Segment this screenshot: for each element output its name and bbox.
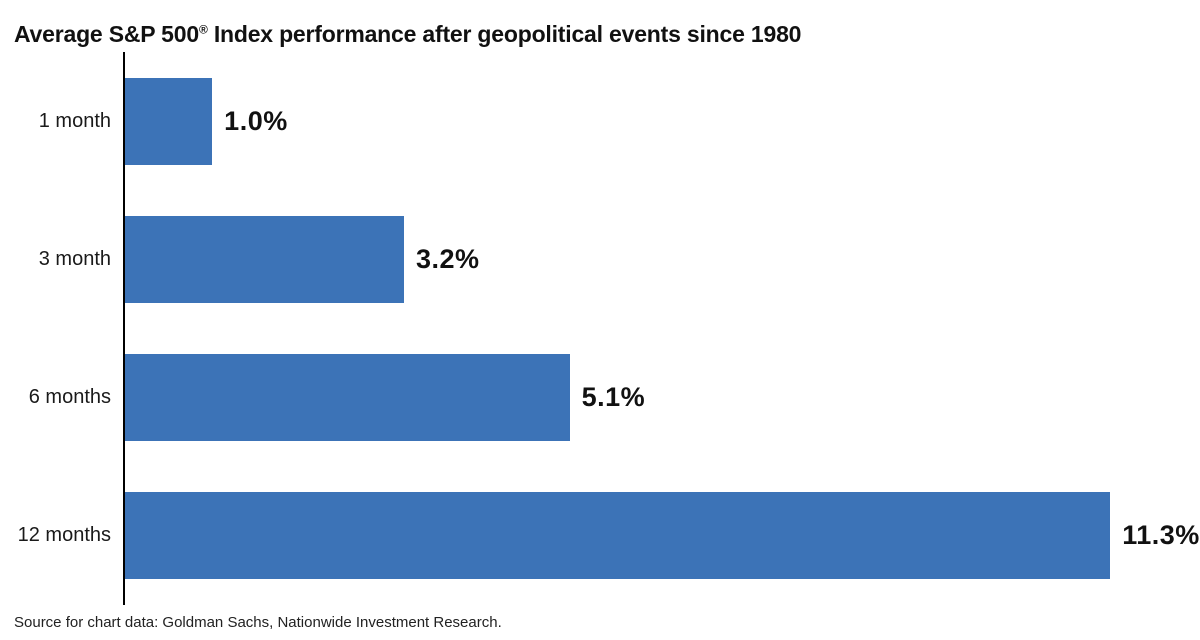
bar-row: 3 month 3.2% (0, 190, 1200, 328)
bar-12-months (125, 491, 1111, 579)
value-label-6-months: 5.1% (581, 381, 646, 412)
value-label-1-month: 1.0% (224, 105, 288, 136)
category-label-12-months: 12 months (17, 523, 111, 546)
value-label-12-months: 11.3% (1122, 519, 1200, 550)
page-title-prefix: Average S&P 500 (14, 21, 199, 48)
bar-row: 1 month 1.0% (0, 52, 1200, 190)
bar-6-months (125, 353, 570, 441)
bar-track: 1.0% (125, 52, 1200, 190)
category-label-6-months: 6 months (28, 385, 111, 408)
bar-track: 11.3% (125, 466, 1200, 604)
bar-row: 12 months 11.3% (0, 466, 1200, 604)
bar-3-month (125, 215, 404, 303)
source-note: Source for chart data: Goldman Sachs, Na… (14, 614, 502, 631)
bar-track: 3.2% (125, 190, 1200, 328)
bar-track: 5.1% (125, 328, 1200, 466)
page-title: Average S&P 500® Index performance after… (14, 21, 801, 48)
registered-trademark-symbol: ® (198, 22, 208, 37)
y-axis-line (123, 52, 125, 605)
category-label-3-month: 3 month (38, 247, 111, 270)
bar-1-month (125, 77, 213, 165)
category-label-1-month: 1 month (38, 109, 111, 132)
bar-row: 6 months 5.1% (0, 328, 1200, 466)
page-title-suffix: Index performance after geopolitical eve… (207, 21, 802, 48)
value-label-3-month: 3.2% (415, 243, 480, 274)
bar-chart: 1 month 1.0% 3 month 3.2% 6 months 5.1% … (0, 52, 1200, 604)
